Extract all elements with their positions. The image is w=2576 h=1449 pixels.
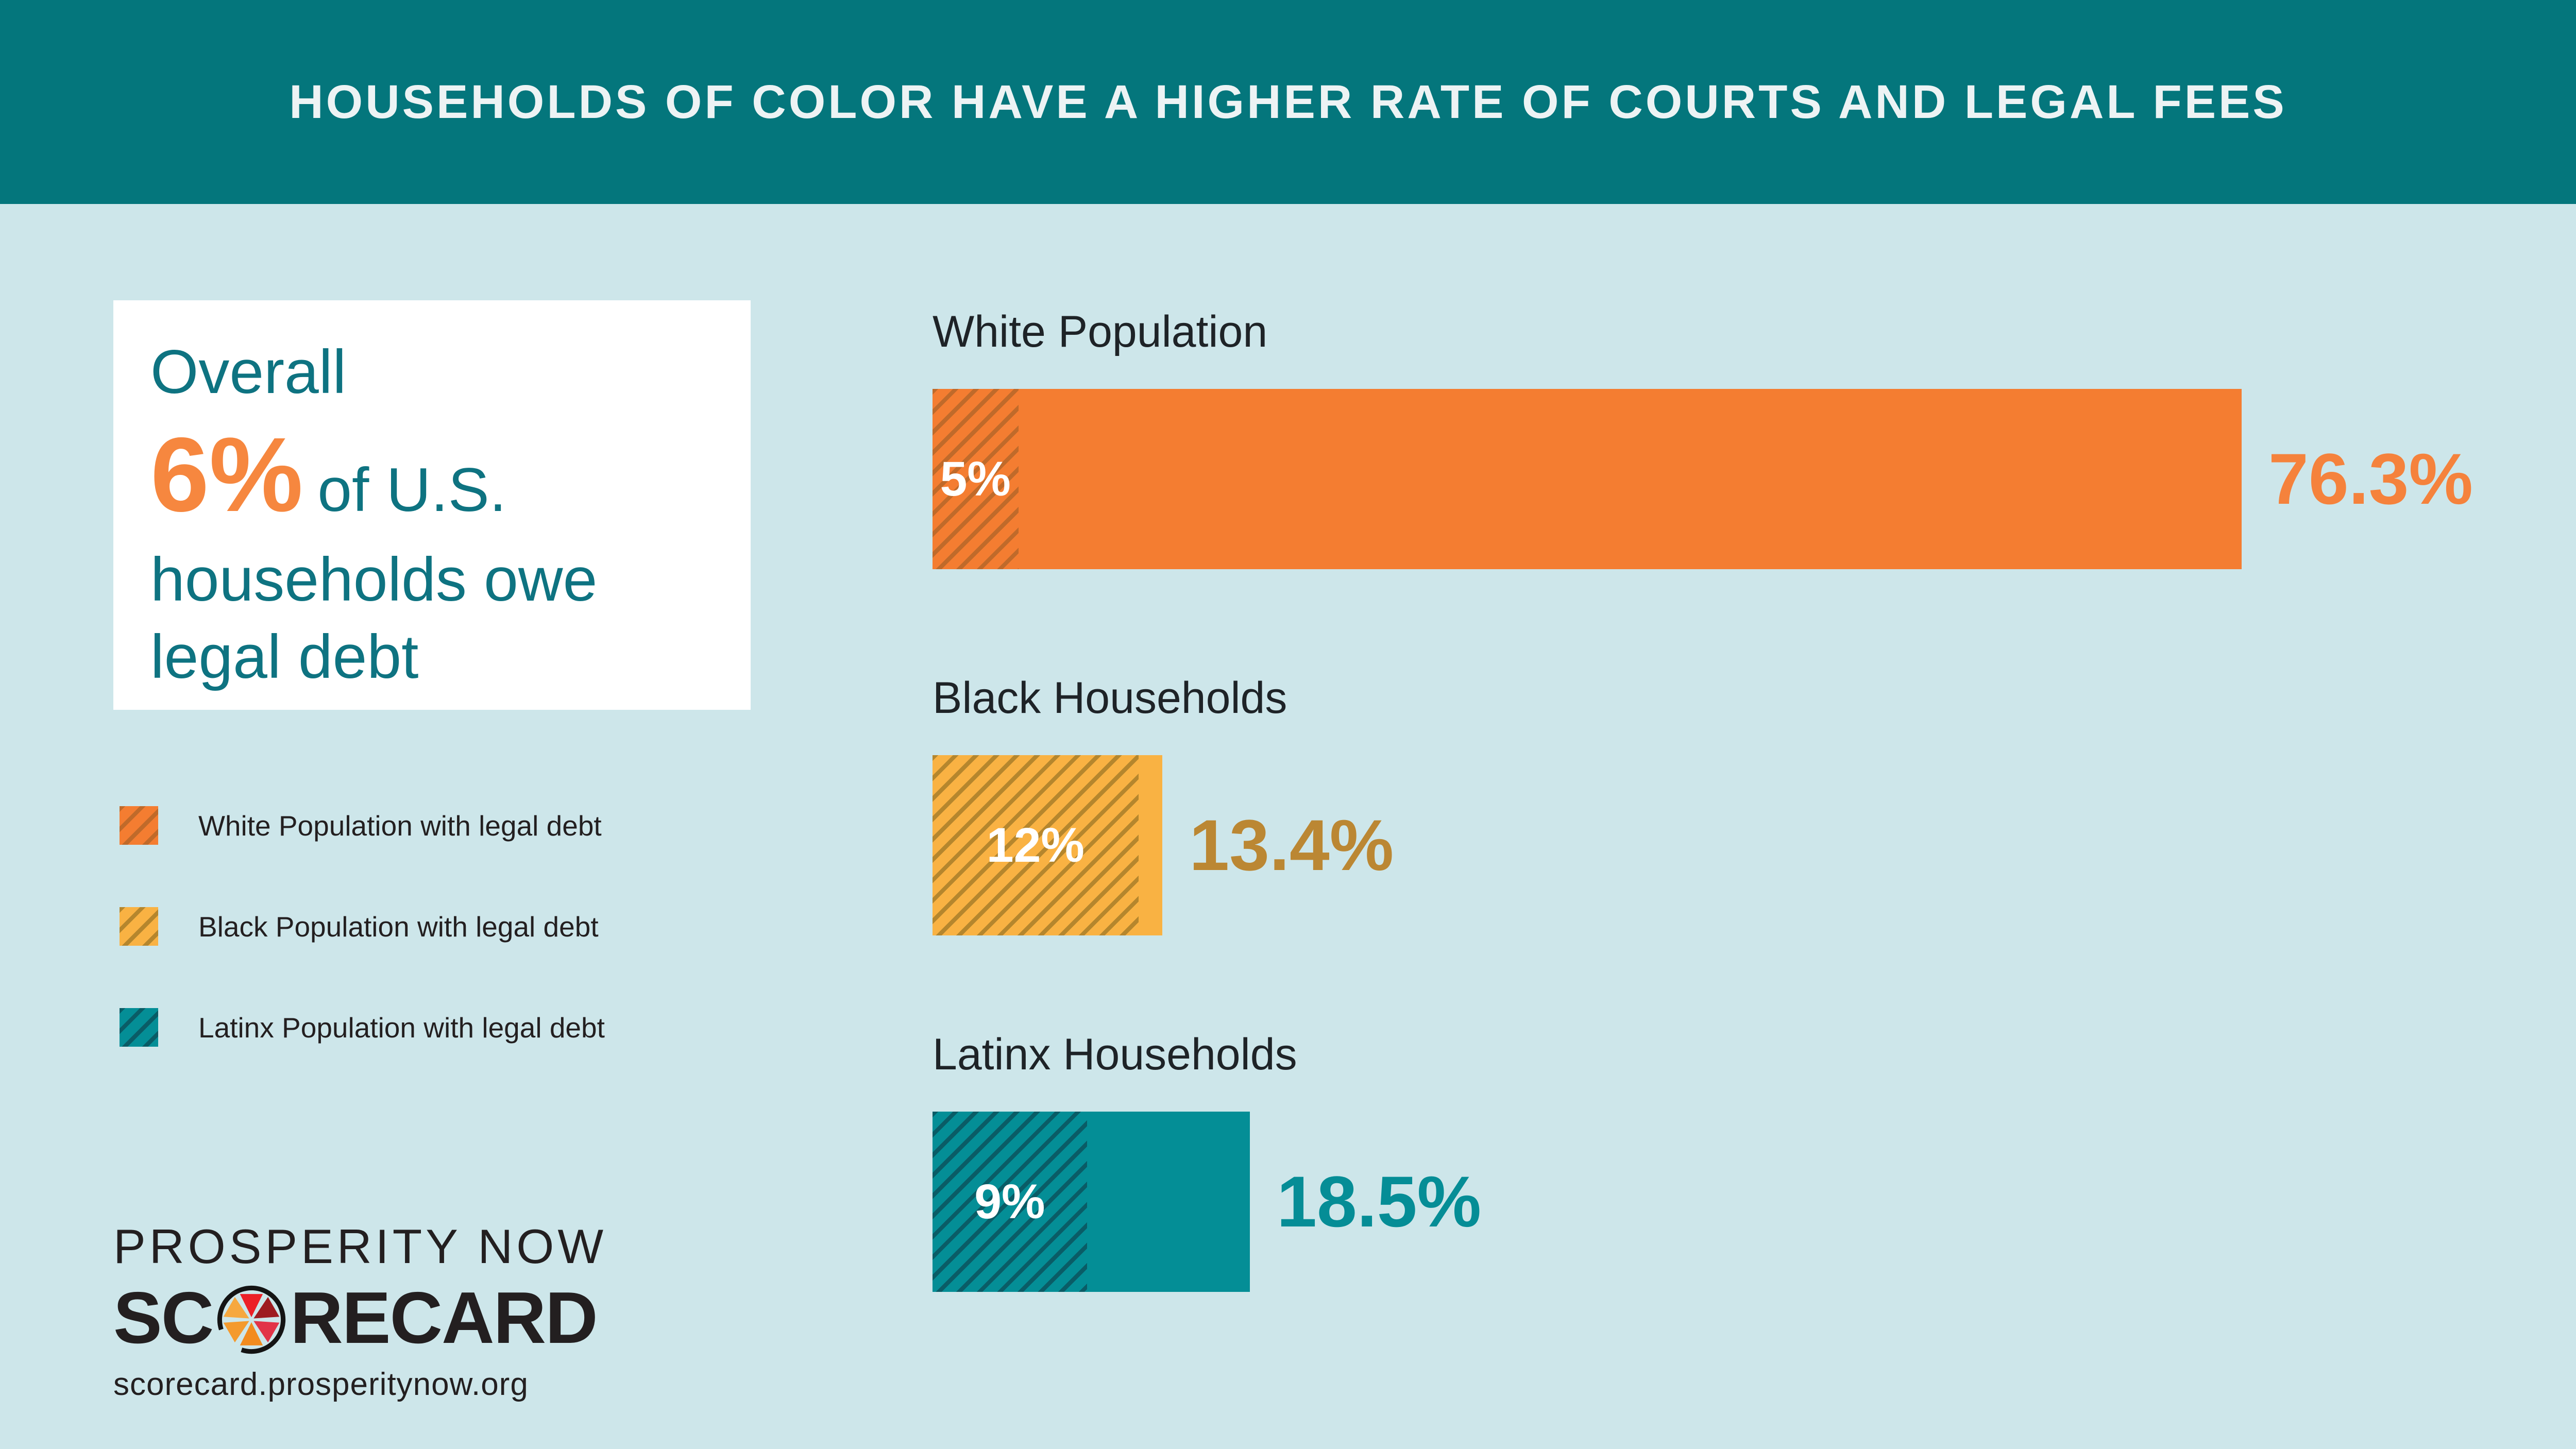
page-title: HOUSEHOLDS OF COLOR HAVE A HIGHER RATE O… bbox=[289, 75, 2287, 128]
legend: White Population with legal debt Black P… bbox=[120, 806, 605, 1047]
bar-latinx-hatched-segment: 9% bbox=[933, 1112, 1087, 1292]
card-stat-line: 6% of U.S. bbox=[150, 422, 751, 527]
logo-scorecard-suffix: RECARD bbox=[290, 1277, 598, 1359]
card-line-overall: Overall bbox=[150, 337, 347, 406]
legend-swatch-white-hatched-icon bbox=[120, 806, 158, 845]
bar-label-white-population: White Population bbox=[933, 307, 1268, 356]
hatched-value-label: 5% bbox=[940, 451, 1011, 506]
bar-total-value-white: 76.3% bbox=[2268, 438, 2473, 519]
legend-swatch-latinx-hatched-icon bbox=[120, 1008, 158, 1047]
chart-row-white: White Population 5% 76.3% bbox=[933, 307, 2473, 569]
bar-total-value-latinx: 18.5% bbox=[1277, 1161, 1482, 1242]
overall-stat-card: Overall 6% of U.S. households owe legal d… bbox=[113, 300, 751, 710]
card-line-4: legal debt bbox=[150, 622, 419, 691]
legend-item-latinx: Latinx Population with legal debt bbox=[120, 1008, 605, 1047]
legend-item-white: White Population with legal debt bbox=[120, 806, 605, 845]
bar-total-value-black: 13.4% bbox=[1189, 805, 1394, 885]
card-stat-suffix: of U.S. bbox=[317, 455, 507, 524]
bar-white-population: 5% bbox=[933, 389, 2242, 569]
bar-black-hatched-segment: 12% bbox=[933, 755, 1139, 935]
logo-line-prosperity-now: PROSPERITY NOW bbox=[113, 1219, 607, 1273]
card-line-3: households owe bbox=[150, 545, 598, 614]
legend-swatch-black-hatched-icon bbox=[120, 907, 158, 946]
hatched-value-label: 12% bbox=[986, 817, 1084, 873]
prosperity-now-scorecard-logo: PROSPERITY NOW SC RECARD scorecard.prosp… bbox=[113, 1219, 607, 1403]
bar-label-latinx-households: Latinx Households bbox=[933, 1030, 1297, 1079]
legend-item-black: Black Population with legal debt bbox=[120, 907, 605, 946]
hatched-value-label: 9% bbox=[974, 1174, 1045, 1229]
logo-url: scorecard.prosperitynow.org bbox=[113, 1367, 529, 1402]
overall-stat-value: 6% bbox=[150, 416, 303, 534]
chart-row-latinx: Latinx Households 9% 18.5% bbox=[933, 1030, 1481, 1292]
pinwheel-o-icon bbox=[217, 1285, 286, 1354]
header-bar: HOUSEHOLDS OF COLOR HAVE A HIGHER RATE O… bbox=[0, 0, 2576, 204]
bar-latinx-households: 9% bbox=[933, 1112, 1250, 1292]
bar-white-hatched-segment: 5% bbox=[933, 389, 1019, 569]
legend-label: Latinx Population with legal debt bbox=[198, 1011, 605, 1044]
bar-label-black-households: Black Households bbox=[933, 673, 1287, 723]
logo-line-scorecard: SC RECARD bbox=[113, 1282, 607, 1355]
legend-label: Black Population with legal debt bbox=[198, 910, 599, 943]
legend-label: White Population with legal debt bbox=[198, 809, 602, 842]
bar-black-households: 12% bbox=[933, 755, 1163, 935]
chart-row-black: Black Households 12% 13.4% bbox=[933, 673, 1394, 935]
logo-scorecard-prefix: SC bbox=[113, 1277, 214, 1359]
